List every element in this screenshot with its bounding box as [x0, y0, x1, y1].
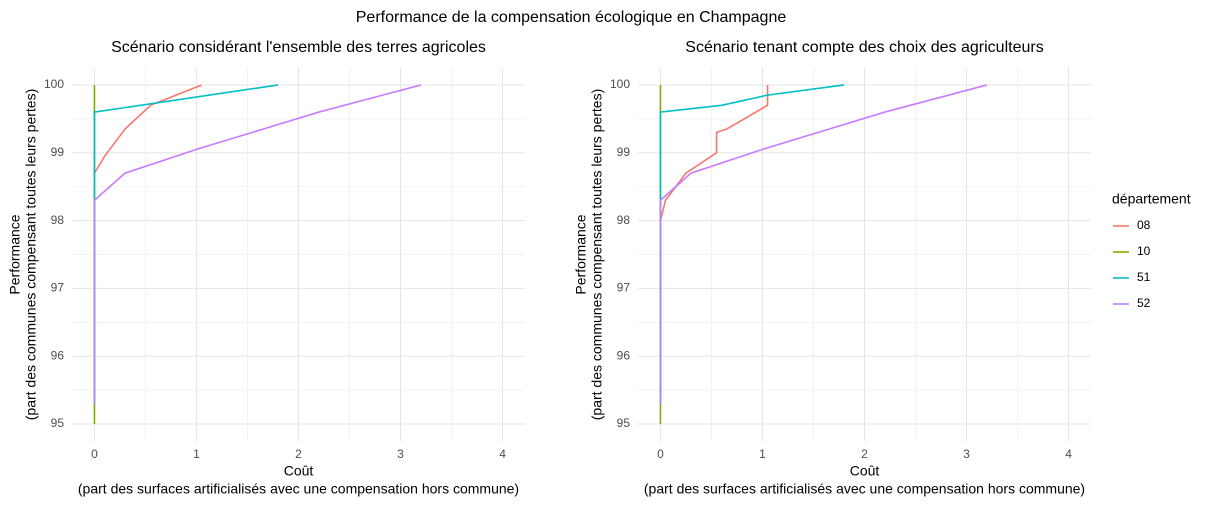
x-tick-label: 3 [397, 447, 404, 461]
x-axis-label: (part des surfaces artificialisés avec u… [78, 481, 519, 497]
x-tick-label: 0 [657, 447, 664, 461]
legend-label: 08 [1137, 218, 1151, 232]
line [93, 84, 422, 404]
y-axis-label: Performance [573, 214, 589, 294]
y-tick-label: 95 [617, 416, 631, 430]
y-tick-label: 99 [51, 145, 65, 159]
x-tick-label: 0 [91, 447, 98, 461]
y-axis-label: (part des communes compensant toutes leu… [589, 89, 605, 421]
legend-label: 10 [1137, 244, 1151, 258]
line [93, 84, 202, 174]
y-tick-label: 95 [51, 416, 65, 430]
y-tick-label: 97 [617, 281, 631, 295]
y-axis-label: (part des communes compensant toutes leu… [23, 89, 39, 421]
y-tick-label: 96 [617, 348, 631, 362]
x-tick-label: 1 [759, 447, 766, 461]
y-tick-label: 96 [51, 348, 65, 362]
y-tick-label: 100 [610, 77, 630, 91]
subplot-title: Scénario tenant compte des choix des agr… [685, 39, 1043, 56]
subplot-title: Scénario considérant l'ensemble des terr… [111, 39, 486, 56]
y-axis-label: Performance [7, 214, 23, 294]
main-title: Performance de la compensation écologiqu… [356, 9, 787, 26]
x-tick-label: 1 [193, 447, 200, 461]
line [659, 84, 769, 221]
x-tick-label: 4 [1065, 447, 1072, 461]
x-tick-label: 2 [295, 447, 302, 461]
y-tick-label: 99 [617, 145, 631, 159]
y-tick-label: 98 [51, 213, 65, 227]
x-axis-label: Coût [850, 463, 880, 479]
x-tick-label: 2 [861, 447, 868, 461]
line [659, 84, 988, 404]
y-tick-label: 100 [44, 77, 64, 91]
x-axis-label: (part des surfaces artificialisés avec u… [644, 481, 1085, 497]
legend-label: 51 [1137, 270, 1151, 284]
legend-label: 52 [1137, 296, 1151, 310]
x-tick-label: 4 [499, 447, 506, 461]
x-tick-label: 3 [963, 447, 970, 461]
y-tick-label: 98 [617, 213, 631, 227]
x-axis-label: Coût [284, 463, 314, 479]
legend-title: département [1112, 191, 1191, 207]
y-tick-label: 97 [51, 281, 65, 295]
